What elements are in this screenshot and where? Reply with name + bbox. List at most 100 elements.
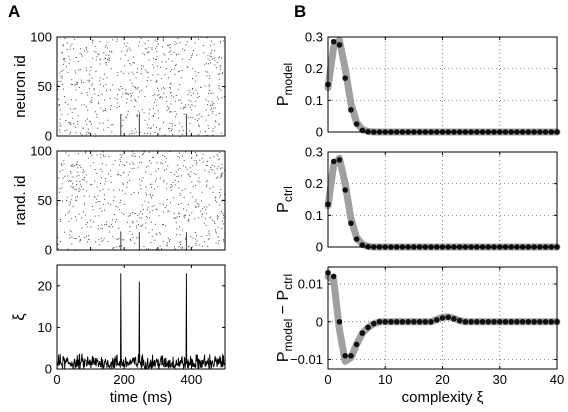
spike-dot [145, 86, 147, 88]
spike-dot [138, 213, 140, 215]
spike-dot [136, 113, 138, 115]
x-tick-label: 20 [435, 372, 449, 387]
spike-dot [103, 110, 105, 112]
spike-dot [94, 46, 96, 48]
spike-dot [128, 47, 130, 49]
raster-spikes-1 [57, 37, 226, 137]
spike-dot [207, 58, 209, 60]
spike-dot [69, 58, 71, 60]
data-point [468, 318, 474, 325]
spike-dot [221, 220, 223, 222]
spike-dot [134, 128, 136, 130]
spike-dot [159, 232, 161, 234]
spike-dot [74, 196, 76, 198]
spike-dot [153, 188, 155, 190]
spike-dot [166, 245, 168, 247]
spike-dot [212, 128, 214, 130]
spike-dot [207, 71, 209, 73]
spike-dot [206, 234, 208, 236]
spike-dot [156, 56, 158, 58]
spike-dot [157, 110, 159, 112]
spike-dot [59, 122, 61, 124]
spike-dot [207, 104, 209, 106]
spike-dot [130, 95, 132, 97]
spike-dot [78, 69, 80, 71]
spike-dot [105, 164, 107, 166]
spike-dot [164, 74, 166, 76]
spike-dot [162, 46, 164, 48]
spike-dot [62, 45, 64, 47]
spike-dot [102, 151, 104, 153]
spike-dot [95, 241, 97, 243]
spike-dot [73, 165, 75, 167]
spike-dot [192, 117, 194, 119]
spike-dot [118, 105, 120, 107]
spike-dot [135, 100, 137, 102]
spike-dot [175, 116, 177, 118]
spike-dot [124, 43, 126, 45]
spike-dot [91, 99, 93, 101]
spike-dot [156, 79, 158, 81]
spike-dot [150, 221, 152, 223]
spike-dot [71, 165, 73, 167]
spike-dot [205, 71, 207, 73]
spike-dot [219, 191, 221, 193]
spike-dot [132, 162, 134, 164]
spike-dot [150, 173, 152, 175]
spike-dot [72, 183, 74, 185]
y-tick-label: 0 [316, 240, 323, 255]
y-axis-label: ξ [11, 313, 28, 320]
spike-dot [152, 124, 154, 126]
spike-dot [149, 108, 151, 110]
spike-dot [71, 111, 73, 113]
data-point [353, 236, 360, 242]
spike-dot [58, 105, 60, 107]
spike-dot [129, 133, 131, 135]
spike-dot [148, 47, 150, 49]
spike-dot [221, 211, 223, 213]
spike-dot [147, 206, 149, 208]
y-tick-label: −0.01 [290, 352, 323, 367]
spike-dot [208, 77, 210, 79]
spike-dot [212, 112, 214, 114]
spike-dot [97, 95, 99, 97]
spike-dot [121, 154, 123, 156]
spike-dot [132, 151, 134, 153]
spike-dot [178, 213, 180, 215]
spike-dot [120, 161, 122, 163]
spike-dot [179, 152, 181, 154]
spike-dot [84, 152, 86, 154]
spike-dot [188, 173, 190, 175]
spike-dot [180, 202, 182, 204]
spike-dot [137, 88, 139, 90]
spike-dot [69, 133, 71, 135]
spike-dot [81, 93, 83, 95]
spike-dot [205, 119, 207, 121]
spike-dot [179, 226, 181, 228]
spike-dot [190, 247, 192, 249]
spike-dot [190, 116, 192, 118]
spike-dot [183, 159, 185, 161]
spike-dot [217, 73, 219, 75]
spike-dot [69, 237, 71, 239]
spike-dot [107, 126, 109, 128]
spike-dot [220, 69, 222, 71]
spike-dot [212, 92, 214, 94]
spike-dot [64, 60, 66, 62]
spike-dot [89, 120, 91, 122]
spike-dot [204, 209, 206, 211]
spike-dot [222, 71, 224, 73]
spike-dot [85, 106, 87, 108]
spike-dot [128, 215, 130, 217]
spike-dot [164, 156, 166, 158]
spike-dot [110, 204, 112, 206]
spike-dot [99, 190, 101, 192]
spike-dot [219, 73, 221, 75]
spike-dot [196, 240, 198, 242]
spike-dot [174, 217, 176, 219]
spike-dot [97, 127, 99, 129]
spike-dot [195, 205, 197, 207]
spike-dot [60, 163, 62, 165]
spike-dot [191, 109, 193, 111]
spike-dot [90, 66, 92, 68]
